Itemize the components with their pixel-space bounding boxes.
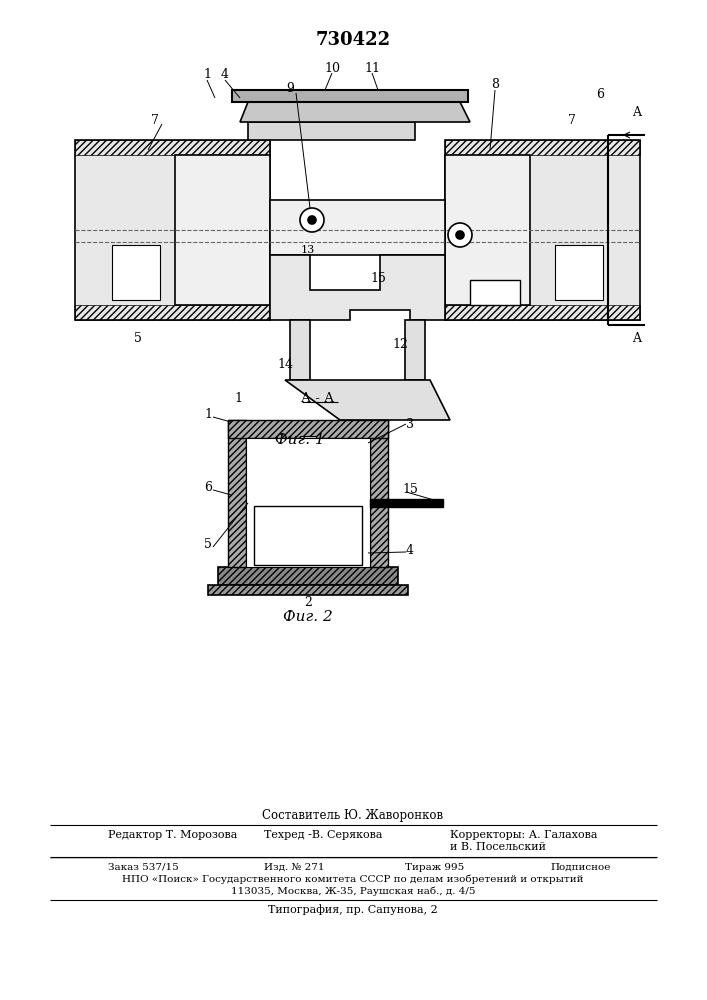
Text: Типография, пр. Сапунова, 2: Типография, пр. Сапунова, 2 (268, 905, 438, 915)
Polygon shape (270, 255, 445, 320)
Polygon shape (370, 420, 388, 567)
Text: 7: 7 (568, 113, 576, 126)
Polygon shape (228, 420, 246, 567)
Text: Изд. № 271: Изд. № 271 (264, 862, 325, 871)
Text: Заказ 537/15: Заказ 537/15 (108, 862, 179, 871)
Text: Фиг. 2: Фиг. 2 (283, 610, 333, 624)
Text: 9: 9 (286, 82, 294, 95)
Text: 11: 11 (364, 62, 380, 75)
Text: 7: 7 (151, 113, 159, 126)
Text: 12: 12 (392, 338, 408, 352)
Bar (112, 245, 160, 300)
Text: 4: 4 (221, 68, 229, 82)
Text: 730422: 730422 (315, 31, 390, 49)
Polygon shape (248, 122, 415, 140)
Text: 15: 15 (370, 271, 386, 284)
Text: 13: 13 (301, 245, 315, 255)
Text: 6: 6 (204, 481, 212, 494)
Polygon shape (285, 380, 450, 420)
Text: 5: 5 (134, 332, 142, 344)
Text: 113035, Москва, Ж-35, Раушская наб., д. 4/5: 113035, Москва, Ж-35, Раушская наб., д. … (230, 886, 475, 896)
Text: Составитель Ю. Жаворонков: Составитель Ю. Жаворонков (262, 808, 443, 822)
Circle shape (308, 216, 316, 224)
Text: Фиг. 1: Фиг. 1 (275, 433, 325, 447)
Polygon shape (208, 585, 408, 595)
Text: 8: 8 (491, 79, 499, 92)
Polygon shape (470, 280, 520, 305)
Polygon shape (300, 436, 316, 440)
Polygon shape (246, 438, 370, 567)
Text: Редактор Т. Морозова: Редактор Т. Морозова (108, 830, 238, 840)
Text: Корректоры: А. Галахова: Корректоры: А. Галахова (450, 830, 597, 840)
Text: 1: 1 (234, 391, 242, 404)
Polygon shape (370, 499, 443, 507)
Text: 10: 10 (324, 62, 340, 75)
Polygon shape (75, 140, 270, 320)
Polygon shape (290, 320, 310, 380)
Polygon shape (362, 504, 368, 567)
Text: НПО «Поиск» Государственного комитета СССР по делам изобретений и открытий: НПО «Поиск» Государственного комитета СС… (122, 874, 584, 884)
Polygon shape (240, 102, 470, 122)
Text: 14: 14 (277, 359, 293, 371)
Polygon shape (248, 504, 254, 567)
Text: 5: 5 (204, 538, 212, 552)
Text: Подписное: Подписное (550, 862, 610, 871)
Polygon shape (232, 90, 468, 102)
Text: 1: 1 (203, 68, 211, 82)
Text: A: A (633, 105, 641, 118)
Polygon shape (405, 320, 425, 380)
Text: 15: 15 (402, 483, 418, 496)
Polygon shape (248, 440, 368, 500)
Bar (555, 245, 603, 300)
Text: A: A (633, 332, 641, 344)
Text: 4: 4 (406, 544, 414, 556)
Text: Техред -В. Серякова: Техред -В. Серякова (264, 830, 382, 840)
Polygon shape (445, 155, 530, 305)
Text: 3: 3 (406, 418, 414, 432)
Polygon shape (254, 506, 362, 565)
Text: 1: 1 (204, 408, 212, 422)
Text: 2: 2 (304, 596, 312, 609)
Polygon shape (218, 567, 398, 585)
Text: 6: 6 (596, 89, 604, 102)
Circle shape (300, 208, 324, 232)
Polygon shape (248, 500, 368, 505)
Circle shape (456, 231, 464, 239)
Text: Тираж 995: Тираж 995 (405, 862, 464, 871)
Text: и В. Посельский: и В. Посельский (450, 842, 546, 852)
Polygon shape (298, 440, 318, 463)
Polygon shape (445, 140, 640, 320)
Polygon shape (175, 155, 270, 305)
Text: А - А: А - А (301, 391, 334, 404)
Circle shape (448, 223, 472, 247)
Polygon shape (270, 200, 445, 255)
Polygon shape (228, 420, 388, 438)
